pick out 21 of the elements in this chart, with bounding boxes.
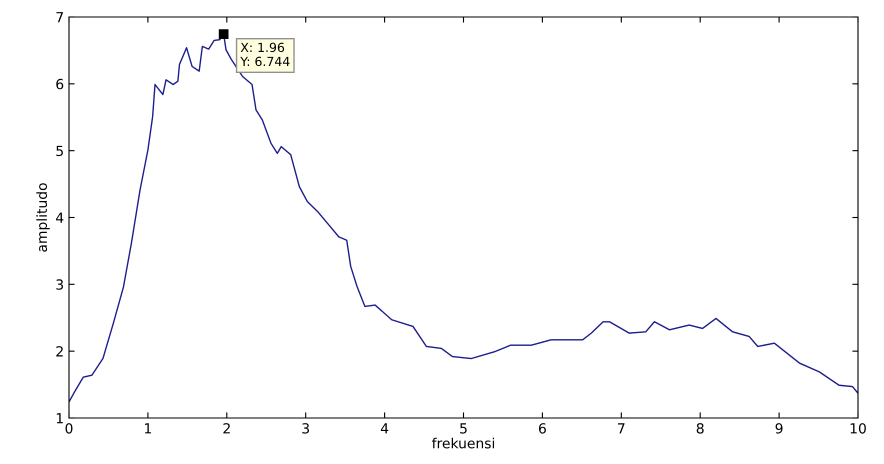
y-tick-label: 1 <box>56 413 63 424</box>
x-tick-label: 0 <box>65 423 72 434</box>
y-tick-label: 7 <box>56 12 63 22</box>
x-tick-label: 4 <box>380 423 388 434</box>
x-tick-label: 7 <box>618 423 625 434</box>
y-tick-label: 3 <box>56 279 64 290</box>
x-tick-label: 9 <box>776 423 783 434</box>
x-axis-title: frekuensi <box>432 438 494 448</box>
x-tick-label: 3 <box>302 423 310 434</box>
x-tick-label: 1 <box>145 423 152 434</box>
y-tick-label: 5 <box>56 146 63 156</box>
x-tick-label: 2 <box>223 423 230 434</box>
annotation: X: 1.96 Y: 6.744 <box>240 42 290 66</box>
x-tick-label: 10 <box>850 423 866 434</box>
y-tick-label: 6 <box>56 78 64 90</box>
x-tick-label: 6 <box>538 423 546 434</box>
y-axis-title: amplitudo <box>36 183 50 252</box>
x-tick-label: 5 <box>460 423 467 434</box>
x-tick-label: 8 <box>696 423 704 434</box>
y-tick-label: 2 <box>56 346 63 356</box>
y-tick-label: 4 <box>56 212 64 223</box>
